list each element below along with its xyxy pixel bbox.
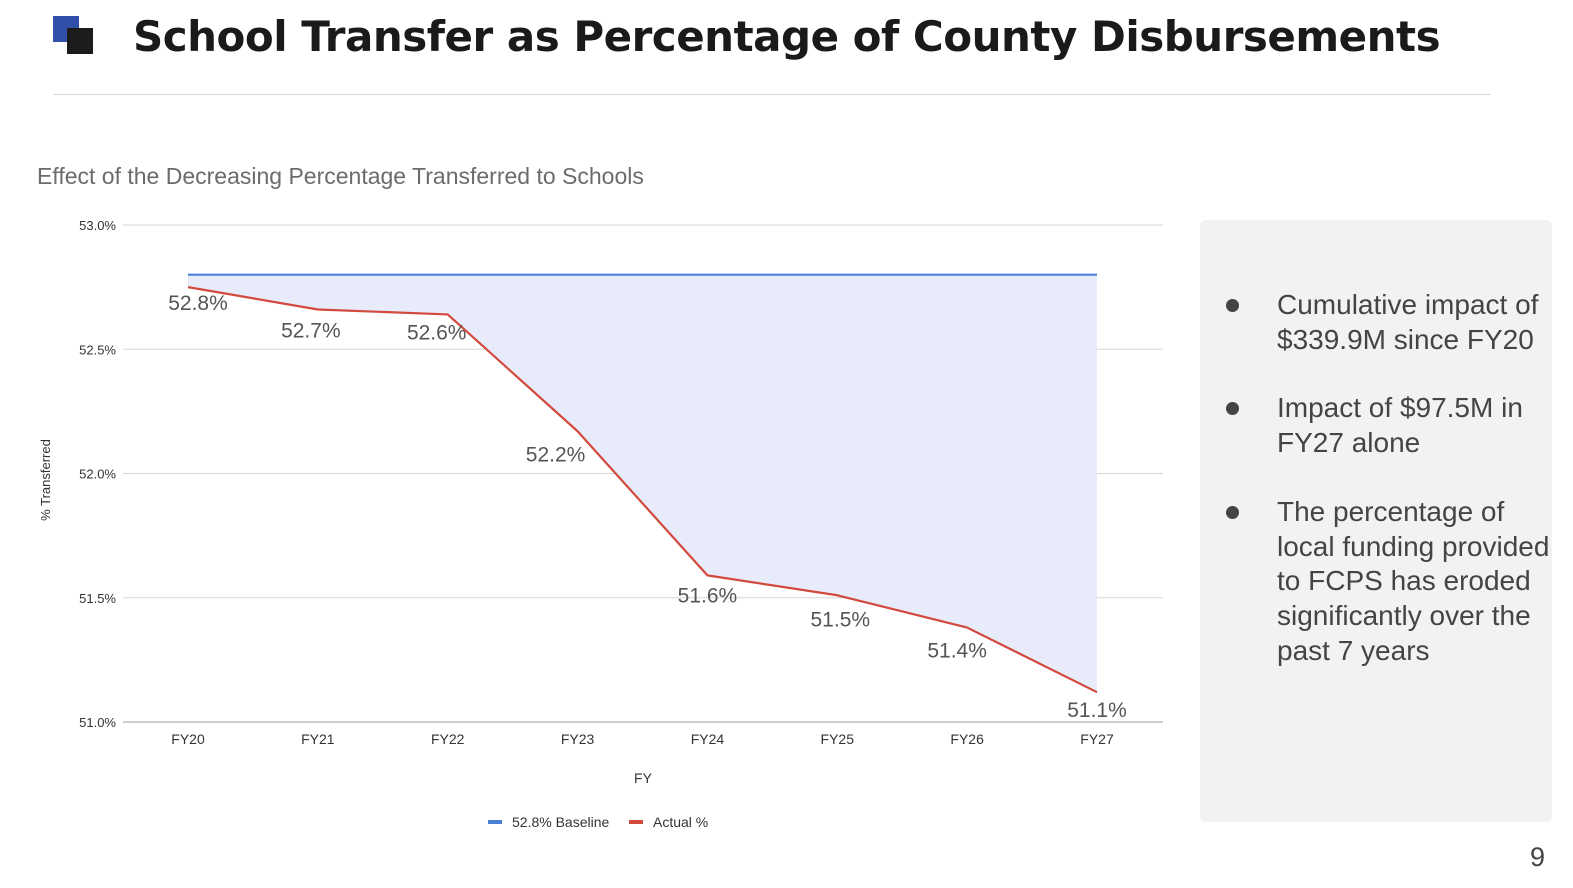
chart-title: Effect of the Decreasing Percentage Tran… xyxy=(37,163,644,189)
y-tick-label: 52.5% xyxy=(79,342,116,357)
summary-bullet-text: Impact of $97.5M in FY27 alone xyxy=(1277,392,1523,459)
y-tick-label: 51.0% xyxy=(79,715,116,730)
line-chart: 51.0% 51.5% 52.0% 52.5% 53.0% 52.8% 52.7% 52.6%… xyxy=(38,218,1163,830)
x-tick-label: FY23 xyxy=(561,731,595,747)
summary-bullet-text: The percentage of local funding provided… xyxy=(1277,495,1550,666)
x-tick-label: FY20 xyxy=(171,731,205,747)
data-label: 52.2% xyxy=(526,443,586,466)
slide-logo xyxy=(53,16,95,58)
page-number: 9 xyxy=(1530,842,1546,872)
x-tick-label: FY24 xyxy=(691,731,725,747)
slide-title: School Transfer as Percentage of County … xyxy=(133,12,1441,61)
x-tick-label: FY22 xyxy=(431,731,465,747)
x-tick-label: FY21 xyxy=(301,731,335,747)
x-tick-label: FY26 xyxy=(950,731,984,747)
y-tick-label: 51.5% xyxy=(79,591,116,606)
x-axis-title: FY xyxy=(634,770,653,786)
shaded-gap-area xyxy=(188,274,1097,693)
bullet-dot-icon xyxy=(1226,505,1239,519)
bullet-dot-icon xyxy=(1226,402,1239,416)
legend-label: 52.8% Baseline xyxy=(512,814,610,830)
summary-bullet: Impact of $97.5M in FY27 alone xyxy=(1222,391,1552,460)
data-label: 51.4% xyxy=(927,640,987,663)
y-axis-title: % Transferred xyxy=(38,439,53,521)
data-label: 52.6% xyxy=(407,321,467,344)
y-tick-label: 52.0% xyxy=(79,467,116,482)
summary-bullet: Cumulative impact of $339.9M since FY20 xyxy=(1222,288,1552,357)
data-label: 51.1% xyxy=(1067,699,1127,722)
summary-bullet: The percentage of local funding provided… xyxy=(1222,495,1552,669)
y-tick-label: 53.0% xyxy=(79,218,116,233)
data-label: 52.8% xyxy=(168,292,228,315)
title-divider xyxy=(53,94,1491,95)
data-label: 51.6% xyxy=(678,584,738,607)
x-tick-label: FY25 xyxy=(821,731,855,747)
logo-dark-square xyxy=(67,28,93,54)
legend-label: Actual % xyxy=(653,814,708,830)
summary-bullet-text: Cumulative impact of $339.9M since FY20 xyxy=(1277,289,1539,355)
actual-series-line xyxy=(187,286,1098,694)
bullet-dot-icon xyxy=(1226,299,1239,312)
data-label: 52.7% xyxy=(281,319,341,342)
data-label: 51.5% xyxy=(811,608,871,631)
x-tick-label: FY27 xyxy=(1080,731,1114,747)
summary-bullet-list: Cumulative impact of $339.9M since FY20 … xyxy=(1222,288,1552,702)
summary-panel xyxy=(1200,220,1552,822)
